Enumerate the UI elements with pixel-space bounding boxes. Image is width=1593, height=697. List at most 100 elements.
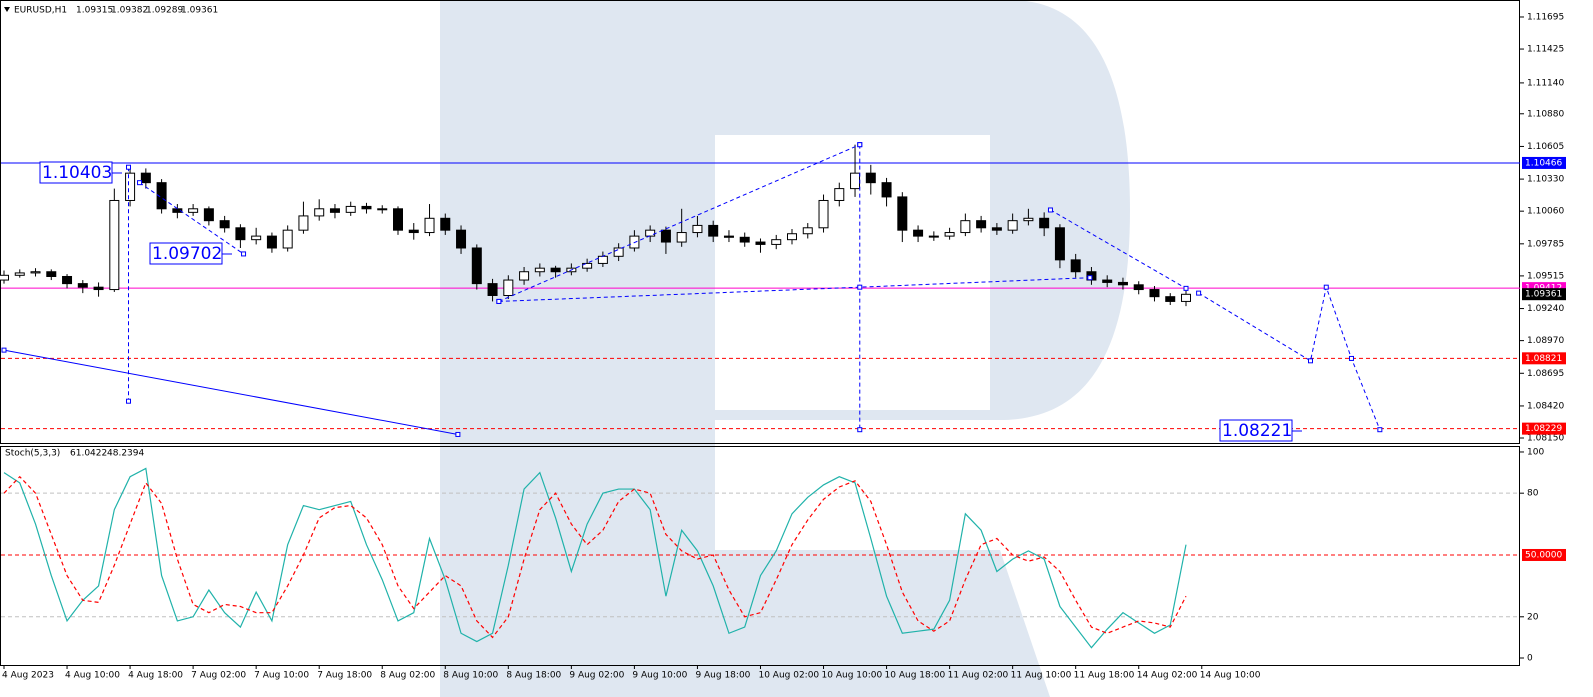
candle-body: [1070, 259, 1081, 273]
level-badge-label: 1.08229: [1525, 424, 1562, 434]
candle-body: [818, 199, 829, 229]
y-tick-label: 1.10605: [1527, 142, 1564, 152]
candle-body: [314, 208, 325, 217]
candle-body: [534, 267, 545, 273]
y-tick-label: 100: [1527, 447, 1544, 457]
candle-body: [913, 229, 924, 237]
trendline-anchor: [241, 251, 247, 257]
indicator-line: [3, 475, 1187, 639]
candle-body: [487, 283, 498, 296]
candle-body: [1117, 281, 1128, 286]
high: 1.09382: [111, 6, 148, 16]
trendline: [3, 349, 458, 435]
low: 1.09289: [146, 6, 183, 16]
candle-body: [46, 271, 57, 277]
price-annotation: 1.10403: [42, 163, 112, 183]
candle-body: [613, 247, 624, 257]
x-tick-label: 11 Aug 10:00: [1011, 671, 1072, 681]
y-tick-label: 1.11425: [1527, 45, 1564, 55]
candle-body: [156, 182, 167, 210]
trendline-anchor: [857, 142, 863, 148]
y-tick-label: 1.08420: [1527, 401, 1564, 411]
x-tick-label: 7 Aug 10:00: [254, 671, 309, 681]
candle-body: [692, 224, 703, 234]
x-tick-label: 8 Aug 18:00: [506, 671, 561, 681]
trendline-anchor: [1196, 290, 1202, 296]
x-tick-label: 9 Aug 10:00: [632, 671, 687, 681]
x-tick-label: 4 Aug 2023: [2, 671, 54, 681]
candle-body: [361, 205, 372, 210]
candle-body: [1133, 284, 1144, 291]
candle-body: [251, 235, 262, 241]
x-tick-label: 7 Aug 18:00: [317, 671, 372, 681]
level-badge: [1522, 156, 1566, 169]
candle-body: [1007, 220, 1018, 231]
candle-body: [676, 232, 687, 243]
candle-body: [881, 182, 892, 198]
candle-body: [219, 220, 230, 229]
last-price-badge: [1522, 288, 1566, 301]
y-tick-label: 80: [1527, 489, 1539, 499]
watermark: [440, 0, 1130, 697]
candle-body: [519, 271, 530, 281]
candle-body: [408, 229, 419, 234]
collapse-icon[interactable]: [4, 7, 10, 12]
x-tick-label: 10 Aug 02:00: [758, 671, 819, 681]
level-badge: [1522, 422, 1566, 435]
candle-body: [1149, 289, 1160, 298]
x-tick-label: 10 Aug 10:00: [822, 671, 883, 681]
price-annotation: 1.09702: [152, 244, 222, 264]
x-tick-label: 11 Aug 02:00: [948, 671, 1009, 681]
level-badge: [1522, 548, 1566, 561]
indicator-line: [3, 467, 1187, 649]
trendline-anchor: [137, 180, 143, 186]
candle-body: [1181, 293, 1191, 302]
trendline-anchor: [1308, 358, 1314, 364]
y-tick-label: 1.10330: [1527, 175, 1564, 185]
y-tick-label: 1.08970: [1527, 336, 1564, 346]
candle-body: [471, 247, 482, 285]
x-tick-label: 8 Aug 10:00: [443, 671, 498, 681]
level-badge-label: 1.08821: [1525, 354, 1562, 364]
y-tick-label: 1.09240: [1527, 304, 1564, 314]
level-badge-label: 50.0000: [1525, 550, 1562, 560]
trendline-anchor: [857, 284, 863, 290]
candle-body: [235, 227, 246, 241]
trendline-anchor: [126, 398, 132, 404]
trendline-anchor: [1348, 355, 1354, 361]
candle-body: [109, 199, 120, 291]
candle-body: [440, 217, 451, 231]
trendline: [139, 182, 244, 255]
trendline-anchor: [1377, 427, 1383, 433]
candle-body: [976, 220, 987, 229]
candle-body: [14, 272, 25, 276]
trendline-anchor: [857, 427, 863, 433]
candle-body: [77, 283, 88, 288]
candle-body: [1054, 227, 1065, 261]
trendline: [498, 144, 860, 302]
x-tick-label: 7 Aug 02:00: [191, 671, 246, 681]
candle-body: [897, 196, 908, 231]
candle-body: [0, 274, 9, 281]
candle-body: [377, 208, 388, 211]
candle-body: [739, 236, 750, 243]
candle-body: [203, 208, 214, 222]
x-tick-label: 14 Aug 02:00: [1137, 671, 1198, 681]
candle-body: [991, 227, 1002, 231]
last-price-label: 1.09361: [1525, 290, 1562, 300]
y-tick-label: 1.09785: [1527, 239, 1564, 249]
candle-body: [30, 271, 41, 274]
candle-body: [802, 227, 813, 235]
x-tick-label: 4 Aug 10:00: [65, 671, 120, 681]
y-tick-label: 1.11140: [1527, 78, 1564, 88]
symbol: EURUSD,H1: [14, 6, 67, 16]
candle-body: [550, 267, 561, 273]
candle-body: [93, 286, 104, 291]
candle-body: [834, 188, 845, 201]
candle-body: [708, 224, 719, 237]
y-tick-label: 1.10060: [1527, 207, 1564, 217]
trendline-anchor: [1323, 284, 1329, 290]
candle-body: [62, 275, 73, 285]
candle-body: [865, 172, 876, 184]
candle-body: [125, 172, 136, 201]
